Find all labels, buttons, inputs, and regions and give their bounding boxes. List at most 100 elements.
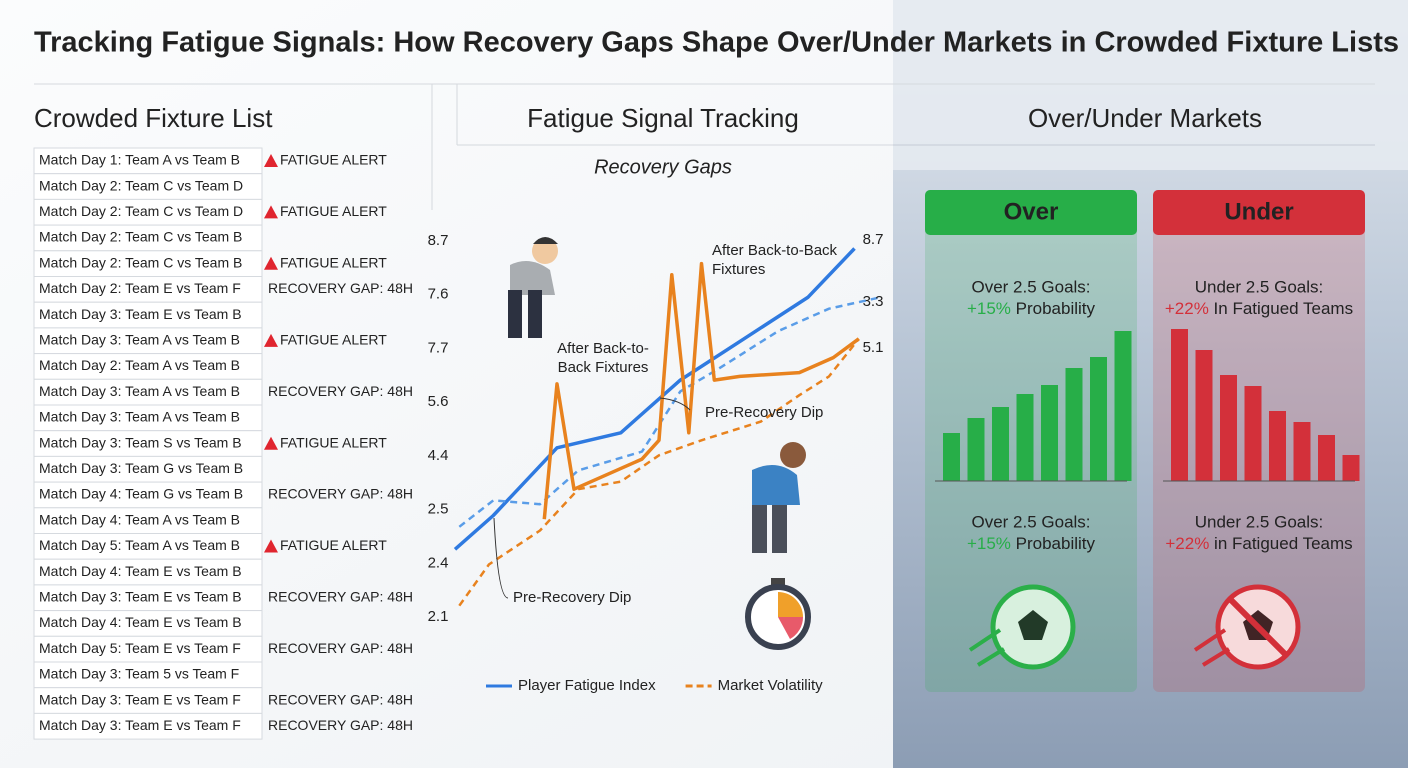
fixture-match: Match Day 3: Team E vs Team B [39, 588, 242, 604]
bar [943, 433, 960, 481]
series-line [453, 247, 856, 551]
fixture-match: Match Day 5: Team A vs Team B [39, 537, 240, 553]
axis-label: 5.6 [428, 393, 449, 410]
axis-label: 4.4 [428, 447, 449, 464]
fixture-row [33, 687, 263, 714]
market-stat-value: +15% [967, 534, 1011, 553]
fixture-row [33, 198, 263, 226]
fixture-row [33, 173, 263, 200]
under-ball-icon [1193, 584, 1301, 670]
market-stat-suffix: Probability [1011, 299, 1096, 318]
bar [1318, 435, 1335, 481]
fixture-row [33, 635, 263, 663]
annotation: After Back-to- [557, 340, 649, 357]
alert-icon [264, 539, 278, 553]
fixture-row [33, 712, 263, 740]
fatigue-alert: FATIGUE ALERT [280, 152, 387, 168]
fixture-row [33, 147, 263, 175]
axis-label: 7.7 [428, 339, 449, 356]
recovery-gap: RECOVERY GAP: 48H [268, 280, 413, 296]
market-stat-suffix: In Fatigued Teams [1209, 299, 1353, 318]
fixture-row [33, 455, 263, 483]
fixture-row [33, 584, 263, 612]
market-stat-suffix: in Fatigued Teams [1209, 534, 1352, 553]
axis-label: 7.6 [428, 286, 449, 303]
market-stat: +22% in Fatigued Teams [1165, 534, 1352, 553]
annotation: Pre-Recovery Dip [705, 404, 823, 421]
bar [1171, 329, 1188, 481]
fixture-row [33, 481, 263, 509]
stopwatch-icon [745, 578, 811, 650]
legend-label: Market Volatility [718, 677, 824, 694]
recovery-gap: RECOVERY GAP: 48H [268, 486, 413, 502]
fixture-match: Match Day 1: Team A vs Team B [39, 152, 240, 168]
bar [1195, 350, 1213, 481]
alert-icon [264, 436, 278, 450]
market-stat-value: +22% [1165, 534, 1209, 553]
market-stat-label: Over 2.5 Goals: [971, 277, 1090, 296]
fatigue-alert: FATIGUE ALERT [280, 203, 387, 219]
recovery-gap: RECOVERY GAP: 48H [268, 588, 413, 604]
fatigue-alert: FATIGUE ALERT [280, 434, 387, 450]
series-line [542, 261, 860, 520]
bar [1269, 411, 1286, 481]
fixture-match: Match Day 2: Team E vs Team F [39, 280, 241, 296]
fixture-match: Match Day 3: Team A vs Team B [39, 409, 240, 425]
over-ball-icon [968, 584, 1076, 670]
fixture-match: Match Day 3: Team A vs Team B [39, 331, 240, 347]
fixture-row [33, 327, 263, 355]
fixture-row [33, 378, 263, 406]
axis-label: 2.5 [428, 501, 449, 518]
market-stat-label: Under 2.5 Goals: [1195, 512, 1324, 531]
section-heading: Fatigue Signal Tracking [527, 103, 799, 133]
fixture-match: Match Day 3: Team A vs Team B [39, 383, 240, 399]
alert-icon [264, 256, 278, 270]
bar [1293, 422, 1311, 481]
end-label: 3.3 [863, 293, 884, 310]
market-stat-label: Under 2.5 Goals: [1195, 277, 1324, 296]
bar [1244, 386, 1262, 481]
market-stat-label: Over 2.5 Goals: [971, 512, 1090, 531]
fixture-match: Match Day 4: Team E vs Team B [39, 614, 242, 630]
fatigue-alert: FATIGUE ALERT [280, 254, 387, 270]
alert-icon [264, 205, 278, 219]
bar [1114, 331, 1132, 481]
fixture-match: Match Day 3: Team E vs Team F [39, 717, 241, 733]
fixture-match: Match Day 2: Team C vs Team B [39, 254, 242, 270]
fixture-match: Match Day 4: Team E vs Team B [39, 563, 242, 579]
bar [1342, 455, 1360, 481]
annotation-leader [659, 397, 691, 411]
bar [1041, 385, 1058, 481]
recovery-gap: RECOVERY GAP: 48H [268, 691, 413, 707]
market-header [925, 190, 1137, 235]
alert-icon [264, 154, 278, 167]
recovery-gap: RECOVERY GAP: 48H [268, 717, 413, 733]
market-stat: +22% In Fatigued Teams [1165, 299, 1353, 318]
bar [967, 418, 985, 481]
axis-label: 2.4 [428, 554, 449, 571]
market-name: Over [1004, 198, 1059, 225]
fixture-match: Match Day 3: Team E vs Team F [39, 691, 241, 707]
fixture-row [33, 301, 263, 329]
axis-label: 8.7 [428, 232, 449, 249]
bar [1016, 394, 1034, 481]
bar [992, 407, 1009, 481]
fixture-match: Match Day 2: Team C vs Team B [39, 229, 242, 245]
recovery-gap: RECOVERY GAP: 48H [268, 383, 413, 399]
bar [1090, 357, 1107, 481]
end-label: 5.1 [863, 339, 884, 356]
fixture-match: Match Day 2: Team A vs Team B [39, 357, 240, 373]
fixture-match: Match Day 4: Team G vs Team B [39, 486, 243, 502]
fixture-match: Match Day 4: Team A vs Team B [39, 511, 240, 527]
fixture-row [33, 276, 263, 303]
market-stat: +15% Probability [967, 299, 1096, 318]
tired-player-icon [508, 237, 558, 338]
fixture-match: Match Day 3: Team G vs Team B [39, 460, 243, 476]
fixture-row [33, 610, 263, 637]
fixture-row [33, 507, 263, 534]
annotation-leader [493, 517, 509, 599]
fixture-match: Match Day 5: Team E vs Team F [39, 640, 241, 656]
fixture-match: Match Day 3: Team E vs Team B [39, 306, 242, 322]
fixture-row [33, 558, 263, 586]
bar [1220, 375, 1237, 481]
